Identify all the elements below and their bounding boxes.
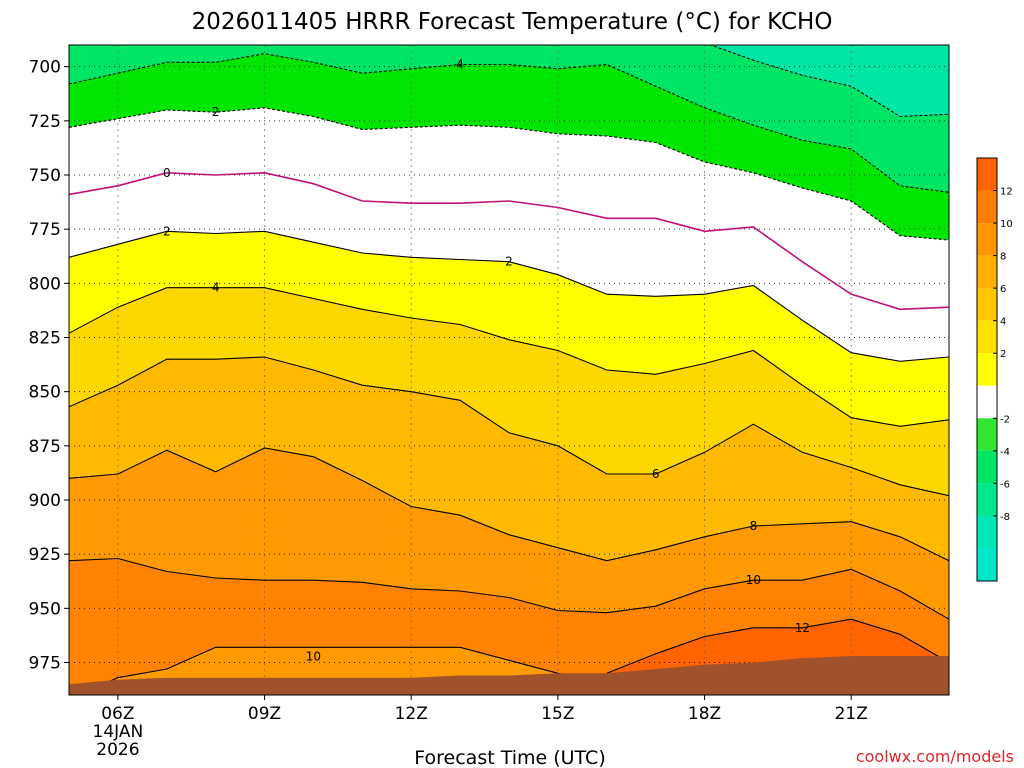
contour-label: 10: [306, 649, 321, 663]
x-tick-year: 2026: [96, 740, 139, 760]
contour-label: 0: [163, 166, 171, 180]
contour-label: 2: [505, 255, 513, 269]
colorbar-segment: [977, 223, 997, 256]
colorbar-frame: [976, 157, 998, 582]
y-tick-label: 750: [29, 166, 61, 186]
contour-label: 10: [746, 573, 761, 587]
x-tick-label: 21Z: [835, 704, 868, 724]
colorbar-label: 8: [1000, 252, 1006, 263]
colorbar-label: 2: [1000, 349, 1006, 360]
y-tick-label: 775: [29, 220, 61, 240]
colorbar-label: -2: [1000, 414, 1010, 425]
contour-label: 2: [212, 105, 220, 119]
x-tick-date: 14JAN: [93, 722, 144, 742]
colorbar-label: 4: [1000, 317, 1006, 328]
contour-label: 4: [456, 58, 464, 72]
colorbar-segment: [977, 483, 997, 516]
colorbar-segment: [977, 385, 997, 419]
x-axis-label: Forecast Time (UTC): [414, 747, 605, 768]
y-tick-label: 850: [29, 383, 61, 403]
colorbar-label: 12: [1000, 187, 1013, 198]
colorbar-segment: [977, 320, 997, 354]
colorbar-segment: [977, 255, 997, 289]
isotherm-line: [69, 447, 949, 562]
isotherm-line: [69, 287, 949, 427]
y-tick-label: 725: [29, 112, 61, 132]
y-tick-label: 800: [29, 274, 61, 294]
x-tick-label: 06Z: [101, 704, 134, 724]
credit-text: coolwx.com/models: [856, 747, 1014, 766]
colorbar-segment: [977, 418, 997, 451]
colorbar-segment: [977, 450, 997, 484]
fill-region: [103, 647, 583, 685]
colorbar-label: 6: [1000, 284, 1006, 295]
y-tick-label: 700: [29, 58, 61, 78]
y-tick-label: 900: [29, 491, 61, 511]
isotherm-line: [69, 171, 949, 311]
colorbar-segment: [977, 158, 997, 191]
x-tick-label: 09Z: [248, 704, 281, 724]
chart-title: 2026011405 HRRR Forecast Temperature (°C…: [192, 9, 833, 35]
x-tick-label: 18Z: [688, 704, 721, 724]
colorbar-segment: [977, 353, 997, 386]
x-tick-label: 15Z: [541, 704, 574, 724]
isotherm-line: [69, 53, 949, 193]
contour-label: 2: [163, 224, 171, 238]
colorbar-segment: [977, 515, 997, 549]
colorbar-segment: [977, 548, 997, 581]
y-tick-label: 825: [29, 329, 61, 349]
isotherm-line: [606, 618, 949, 674]
colorbar-segment: [977, 288, 997, 321]
colorbar-segment: [977, 190, 997, 224]
colorbar-label: -8: [1000, 512, 1010, 523]
contour-label: 12: [795, 621, 810, 635]
y-tick-label: 950: [29, 599, 61, 619]
colorbar-label: 10: [1000, 219, 1013, 230]
isotherm-line: [69, 557, 949, 620]
isotherm-line: [69, 230, 949, 362]
y-tick-label: 925: [29, 545, 61, 565]
ground-surface: [69, 656, 949, 695]
x-tick-label: 12Z: [395, 704, 428, 724]
plot-frame: [68, 44, 950, 696]
isotherm-line: [69, 356, 949, 497]
isotherm-line: [69, 107, 949, 241]
y-tick-label: 875: [29, 437, 61, 457]
contour-label: 6: [652, 467, 660, 481]
y-tick-label: 975: [29, 654, 61, 674]
contour-label: 4: [212, 281, 220, 295]
colorbar-label: -6: [1000, 479, 1010, 490]
contour-label: 8: [750, 519, 758, 533]
colorbar-label: -4: [1000, 447, 1010, 458]
